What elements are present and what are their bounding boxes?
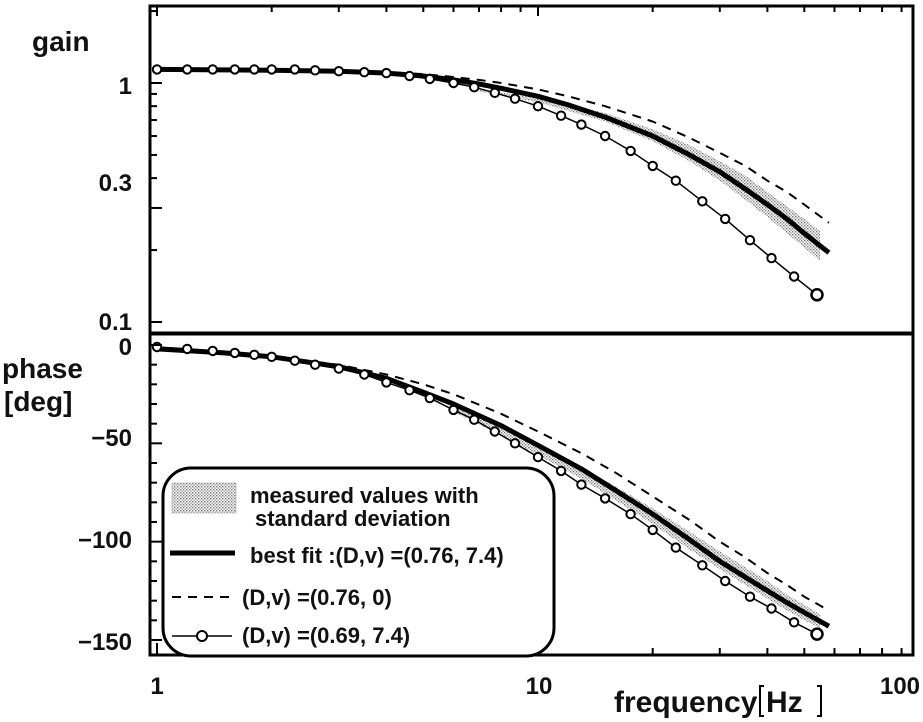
phase-circle-point xyxy=(469,414,480,425)
gain-circle-point xyxy=(532,101,544,112)
x-axis-label: frequency xyxy=(614,686,758,719)
x-tick-label-100: 100 xyxy=(880,673,920,700)
legend-dashed-label: (D,v) =(0.76, 0) xyxy=(242,585,392,610)
phase-circle-point xyxy=(766,603,777,614)
gain-circle-point xyxy=(697,196,708,207)
phase-circle-point xyxy=(333,363,344,374)
phase-circle-point xyxy=(229,347,241,359)
phase-circle-point xyxy=(309,359,321,370)
legend-band-swatch xyxy=(171,482,237,514)
gain-circle-point xyxy=(249,64,260,75)
legend-box xyxy=(161,466,556,658)
x-axis-unit: Hz xyxy=(766,686,803,719)
phase-circle-point xyxy=(289,355,300,366)
phase-circle-point xyxy=(788,617,800,628)
phase-circle-point xyxy=(625,508,636,520)
phase-circle-point xyxy=(744,591,756,602)
phase-circle-point xyxy=(266,351,277,362)
phase-circle-point xyxy=(359,369,370,380)
gain-circle-point xyxy=(448,77,459,89)
gain-axis-label: gain xyxy=(32,26,90,57)
phase-std-band-area xyxy=(453,406,821,629)
gain-y-ticks xyxy=(150,10,162,323)
phase-panel: phase [deg] 0 −50 −100 −150 1 10 100 fre… xyxy=(2,6,920,719)
legend-best-fit-label: best fit :(D,v) =(0.76, 7.4) xyxy=(250,543,504,568)
phase-tick-label-minus50: −50 xyxy=(91,425,132,452)
x-tick-label-1: 1 xyxy=(150,673,163,700)
gain-circle-point xyxy=(489,87,500,99)
gain-panel: gain 1 0.3 0.1 xyxy=(32,4,915,336)
phase-std-band xyxy=(453,406,821,629)
phase-circle-point xyxy=(489,426,500,437)
gain-circle-point xyxy=(788,271,800,282)
gain-circle-point xyxy=(424,73,435,85)
gain-series-group xyxy=(151,64,831,302)
gain-circle-point xyxy=(229,64,241,75)
phase-axis-label-line1: phase xyxy=(2,353,83,384)
gain-circle-point xyxy=(670,175,681,186)
phase-axis-label-line2: [deg] xyxy=(4,386,72,417)
gain-circle-point xyxy=(207,64,218,75)
x-axis-unit-bracket xyxy=(759,685,822,717)
gain-circle-point xyxy=(359,67,370,78)
gain-circle-point xyxy=(469,82,480,93)
phase-circle-point xyxy=(670,542,681,553)
phase-series-group xyxy=(151,341,831,641)
gain-circle-point xyxy=(766,252,777,264)
phase-tick-label-0: 0 xyxy=(119,334,132,361)
phase-circle-point xyxy=(720,575,731,587)
gain-circle-point xyxy=(810,288,824,302)
gain-circles-line xyxy=(157,68,818,296)
gain-tick-label-0.1: 0.1 xyxy=(99,309,132,336)
gain-circle-point xyxy=(404,70,415,82)
phase-circle-point xyxy=(182,343,193,355)
phase-circle-point xyxy=(424,392,435,404)
gain-std-band xyxy=(476,89,821,262)
phase-tick-label-minus150: −150 xyxy=(78,629,132,656)
legend-circle-marker xyxy=(196,630,208,642)
phase-circle-point xyxy=(249,349,260,360)
x-tick-label-10: 10 xyxy=(526,673,553,700)
phase-circle-point xyxy=(207,345,218,357)
gain-circle-point xyxy=(509,93,521,104)
phase-circle-point xyxy=(576,479,587,490)
gain-circle-point xyxy=(266,64,277,75)
phase-circle-point xyxy=(532,451,544,463)
gain-circle-point xyxy=(744,235,756,246)
phase-circle-point xyxy=(697,560,708,571)
phase-circle-point xyxy=(448,404,459,416)
gain-circle-point xyxy=(599,130,611,142)
gain-tick-label-1: 1 xyxy=(119,73,132,100)
phase-circle-point xyxy=(509,438,521,449)
legend: measured values with standard deviation … xyxy=(161,466,556,658)
gain-tick-label-0.3: 0.3 xyxy=(99,170,132,197)
gain-circle-point xyxy=(309,65,321,76)
gain-circle-point xyxy=(555,110,567,121)
gain-circle-point xyxy=(720,213,731,225)
gain-circle-point xyxy=(182,64,193,75)
phase-circle-point xyxy=(555,465,567,477)
phase-circle-point xyxy=(810,627,824,641)
gain-circle-point xyxy=(647,160,658,172)
gain-circle-point xyxy=(289,64,300,75)
gain-circle-point xyxy=(625,145,636,157)
phase-circle-point xyxy=(404,385,415,396)
gain-std-band-area xyxy=(476,89,821,262)
phase-tick-label-minus100: −100 xyxy=(78,527,132,554)
phase-circle-point xyxy=(381,377,392,388)
gain-circle-point xyxy=(151,64,163,75)
legend-band-label-line1: measured values with xyxy=(250,483,479,508)
legend-band-label-line2: standard deviation xyxy=(255,506,451,531)
legend-circles-label: (D,v) =(0.69, 7.4) xyxy=(242,623,410,648)
phase-y-ticks xyxy=(150,344,162,641)
gain-axes-frame xyxy=(148,4,915,335)
phase-circle-point xyxy=(647,524,658,536)
gain-circle-point xyxy=(576,119,587,130)
gain-circle-point xyxy=(333,66,344,77)
phase-circle-point xyxy=(599,493,611,504)
gain-circle-point xyxy=(381,67,392,79)
